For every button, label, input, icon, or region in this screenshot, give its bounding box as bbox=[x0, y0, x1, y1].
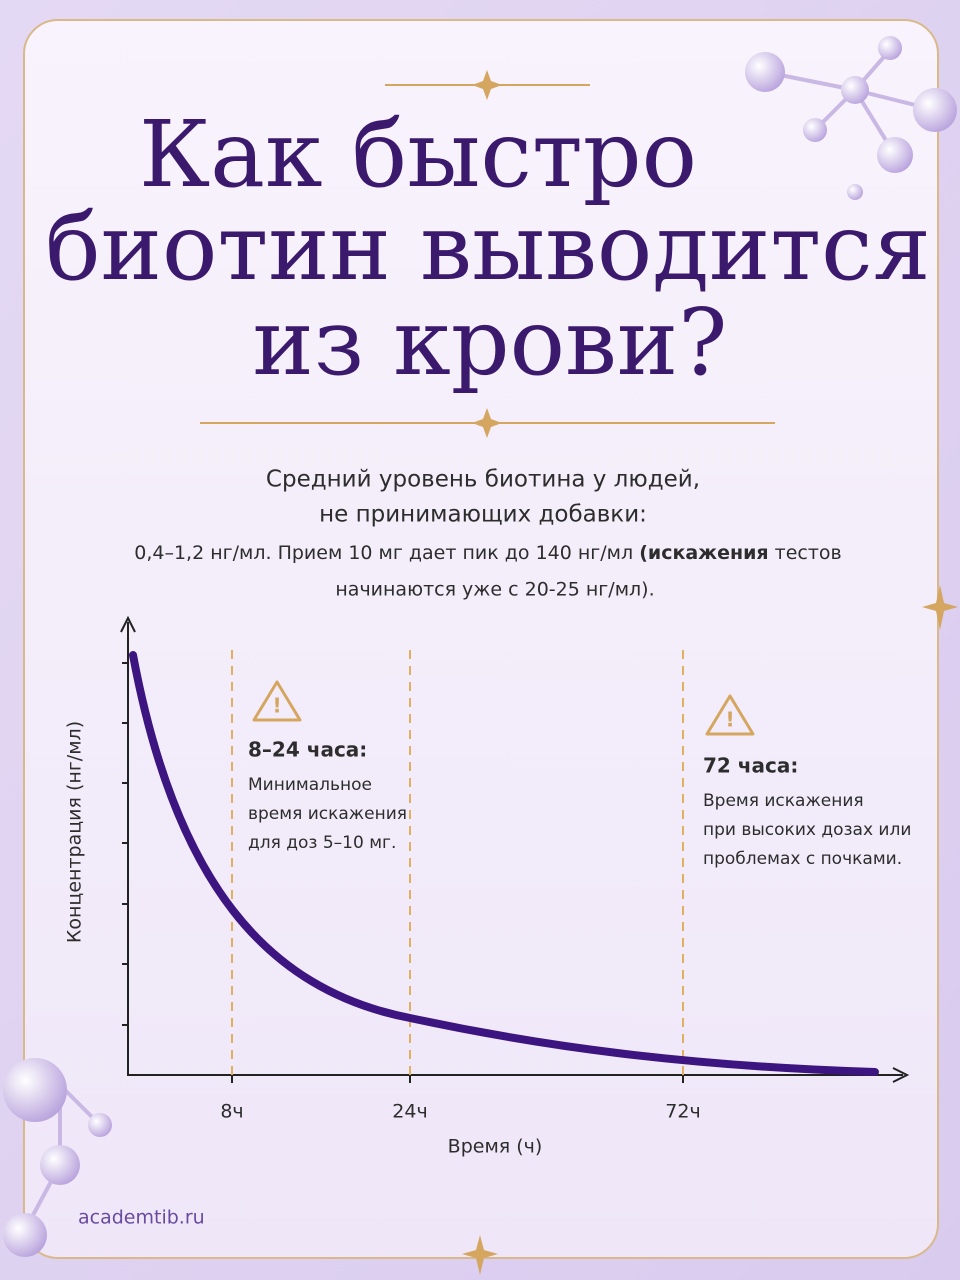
warning-mark: !! bbox=[272, 694, 734, 732]
concentration-curve bbox=[129, 651, 879, 1076]
molecule-spheres bbox=[3, 36, 957, 1257]
svg-text:!: ! bbox=[272, 694, 281, 718]
svg-text:!: ! bbox=[725, 708, 734, 732]
intro-lead: Средний уровень биотина у людей, bbox=[266, 467, 700, 493]
intro-lead: не принимающих добавки: bbox=[319, 502, 647, 528]
annotations: 8–24 часа: Минимальное время искажения д… bbox=[248, 738, 911, 870]
warning-icon bbox=[252, 680, 755, 736]
axes bbox=[120, 615, 910, 1083]
y-axis-label: Концентрация (нг/мл) bbox=[64, 721, 86, 943]
detail-text: 0,4–1,2 нг/мл. Прием 10 мг дает пик до 1… bbox=[134, 542, 639, 564]
footer-site: academtib.ru bbox=[78, 1207, 205, 1229]
x-axis-label: Время (ч) bbox=[448, 1136, 543, 1158]
annotation-text: при высоких дозах или bbox=[703, 820, 911, 840]
title: Как быстро биотин выводится из крови? bbox=[45, 101, 931, 396]
annotation-heading: 72 часа: bbox=[703, 754, 798, 778]
title-line: Как быстро bbox=[139, 101, 697, 208]
annotation-text: проблемах с почками. bbox=[703, 849, 902, 869]
annotation-text: Минимальное bbox=[248, 775, 372, 795]
annotation-text: время искажения bbox=[248, 804, 407, 824]
intro-detail: начинаются уже с 20-25 нг/мл). bbox=[335, 579, 654, 601]
x-tick-label: 72ч bbox=[665, 1101, 700, 1123]
axis-labels: 8ч 24ч 72ч Время (ч) Концентрация (нг/мл… bbox=[64, 721, 701, 1158]
intro-detail: 0,4–1,2 нг/мл. Прием 10 мг дает пик до 1… bbox=[134, 542, 842, 564]
reference-lines bbox=[231, 650, 684, 1075]
intro: Средний уровень биотина у людей, не прин… bbox=[134, 467, 842, 601]
annotation-heading: 8–24 часа: bbox=[248, 738, 367, 762]
title-line: из крови? bbox=[253, 289, 728, 396]
detail-bold: (искажения bbox=[639, 542, 768, 564]
x-tick-label: 8ч bbox=[220, 1101, 243, 1123]
annotation-text: Время искажения bbox=[703, 791, 864, 811]
x-tick-label: 24ч bbox=[392, 1101, 427, 1123]
title-line: биотин выводится bbox=[45, 194, 931, 301]
detail-text: тестов bbox=[769, 542, 842, 564]
sparkle bbox=[462, 70, 958, 1275]
annotation-text: для доз 5–10 мг. bbox=[248, 833, 396, 853]
